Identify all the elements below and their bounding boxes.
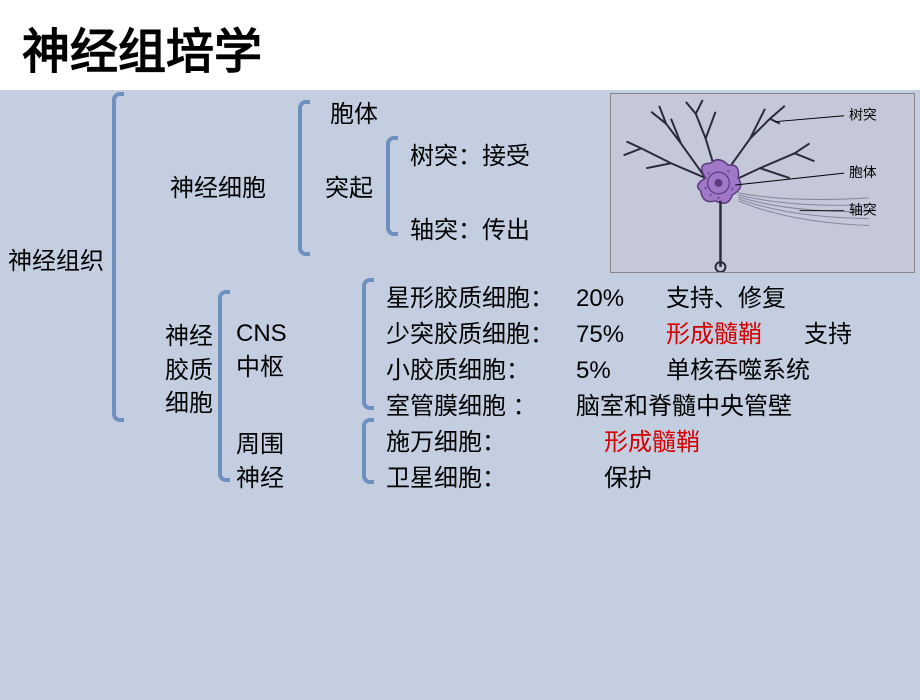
row-xingxing-name: 星形胶质细胞：	[386, 282, 554, 316]
bracket-root	[112, 92, 124, 422]
node-root: 神经组织	[8, 245, 104, 279]
row-shaotu-func1: 形成髓鞘	[666, 318, 762, 352]
row-xingxing-func: 支持、修复	[666, 282, 786, 316]
neuron-label-axon: 轴突	[849, 202, 877, 218]
node-cns: CNS 中枢	[236, 317, 287, 384]
neuron-illustration: 树突 胞体 轴突	[610, 93, 915, 273]
row-shiguan-desc: 脑室和脊髓中央管壁	[576, 390, 792, 424]
node-tuqi: 突起	[325, 172, 373, 206]
row-xiaojiao-name: 小胶质细胞：	[386, 354, 530, 388]
bracket-tuqi	[386, 136, 398, 236]
node-jiaozhi: 神经 胶质 细胞	[165, 320, 213, 421]
row-xiaojiao-pct: 5%	[576, 354, 611, 388]
row-weixing-name: 卫星细胞：	[386, 462, 506, 496]
row-shaotu-func2: 支持	[804, 318, 852, 352]
row-shiwan-func: 形成髓鞘	[604, 426, 700, 460]
bracket-cns	[362, 278, 374, 410]
neuron-label-body: 胞体	[849, 164, 877, 180]
leaf-shutu: 树突：接受	[410, 140, 530, 174]
leaf-zhoutu: 轴突：传出	[410, 214, 530, 248]
row-shiwan-name: 施万细胞：	[386, 426, 506, 460]
bracket-c1	[298, 100, 310, 256]
bracket-c2	[218, 290, 230, 482]
diagram-area: 神经组织 神经细胞 胞体 突起 树突：接受 轴突：传出 神经 胶质 细胞 CNS…	[0, 90, 920, 700]
row-xiaojiao-func: 单核吞噬系统	[666, 354, 810, 388]
page-title: 神经组培学	[0, 0, 920, 90]
node-zhouwei: 周围 神经	[236, 428, 284, 495]
row-weixing-func: 保护	[604, 462, 652, 496]
row-shiguan-name: 室管膜细胞 ：	[386, 390, 537, 424]
row-xingxing-pct: 20%	[576, 282, 624, 316]
neuron-label-dendrite: 树突	[849, 107, 877, 123]
row-shaotu-name: 少突胶质细胞：	[386, 318, 554, 352]
row-shaotu-pct: 75%	[576, 318, 624, 352]
bracket-zhouwei	[362, 418, 374, 484]
node-shenjingxibao: 神经细胞	[170, 172, 266, 206]
node-baoti: 胞体	[330, 98, 378, 132]
